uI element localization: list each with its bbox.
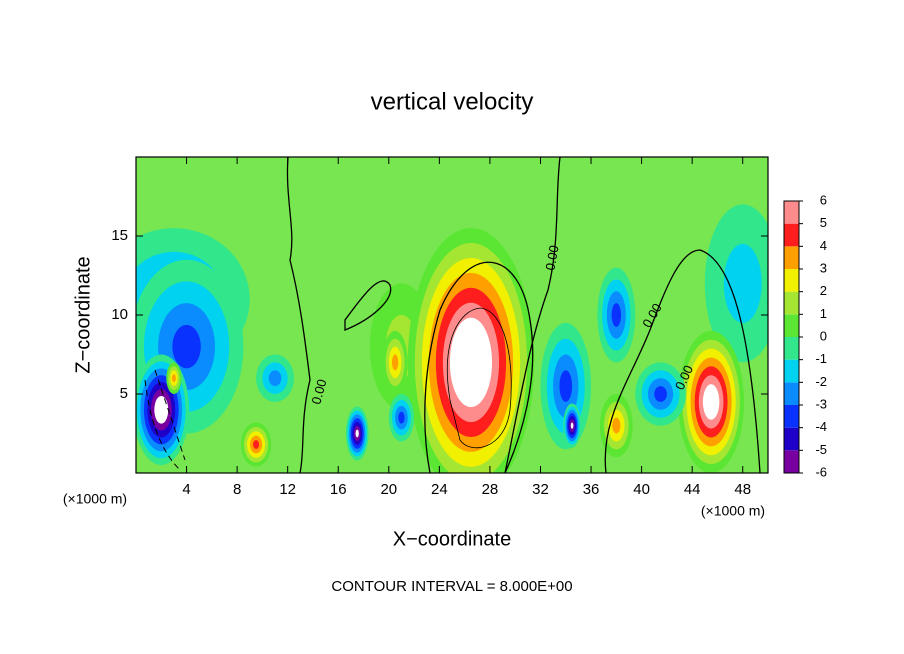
x-tick-label: 12 (279, 481, 296, 498)
field-layer (172, 324, 201, 369)
field-layer (355, 429, 359, 438)
field-layer (611, 303, 622, 327)
field-layer (268, 370, 282, 387)
chart-title: vertical velocity (371, 88, 534, 115)
footer: CONTOUR INTERVAL = 8.000E+00 (331, 578, 572, 595)
y-axis-label: Z−coordinate (72, 256, 94, 373)
colorbar-tick-label: 5 (820, 215, 827, 230)
x-tick-label: 24 (431, 481, 448, 498)
colorbar-tick-label: 4 (820, 238, 827, 253)
contour-line (286, 157, 311, 473)
colorbar-tick-label: -2 (815, 374, 827, 389)
colorbar-band (784, 450, 799, 473)
y-tick-label: 15 (111, 227, 128, 244)
y-unit-label: (×1000 m) (63, 491, 127, 507)
field-layer (612, 417, 621, 434)
field-layer (463, 347, 478, 378)
colorbar-tick-label: -1 (815, 351, 827, 366)
field-layer (172, 374, 176, 383)
x-tick-label: 36 (583, 481, 600, 498)
field-layer (559, 370, 573, 402)
colorbar-tick-label: -3 (815, 396, 827, 411)
field-layer (157, 402, 165, 417)
colorbar-band (784, 382, 799, 405)
field-layer (570, 422, 574, 429)
colorbar-tick-label: -4 (815, 419, 827, 434)
x-axis-label: X−coordinate (393, 528, 511, 550)
contour-label: 0.00 (308, 378, 329, 406)
x-unit-label: (×1000 m) (701, 503, 765, 519)
colorbar-band (784, 405, 799, 428)
field-layer (723, 243, 762, 323)
x-tick-label: 20 (380, 481, 397, 498)
y-tick-label: 10 (111, 306, 128, 323)
colorbar-tick-label: 2 (820, 283, 827, 298)
field-layer (398, 411, 405, 424)
x-tick-label: 4 (182, 481, 190, 498)
colorbar-tick-label: 3 (820, 260, 827, 275)
field (136, 204, 768, 473)
contour-line (424, 261, 534, 473)
colorbar-band (784, 427, 799, 451)
x-tick-label: 44 (684, 481, 701, 498)
x-tick-label: 48 (734, 481, 751, 498)
contour-line (144, 369, 186, 471)
colorbar-tick-label: 0 (820, 328, 827, 343)
field-layer (391, 354, 399, 371)
colorbar-band (784, 201, 799, 224)
colorbar-band (784, 246, 799, 269)
x-tick-label: 28 (482, 481, 499, 498)
colorbar-band (784, 291, 799, 315)
contour-line (604, 249, 761, 473)
x-tick-label: 32 (532, 481, 549, 498)
contour-line (446, 307, 512, 449)
contour-lines (144, 157, 761, 473)
colorbar-band (784, 359, 799, 383)
colorbar-tick-label: 1 (820, 306, 827, 321)
colorbar-band (784, 269, 799, 292)
x-tick-label: 8 (233, 481, 241, 498)
colorbar-tick-label: -6 (815, 464, 827, 479)
field-layer (707, 393, 716, 411)
colorbar-tick-label: -5 (815, 442, 827, 457)
colorbar-band (784, 314, 799, 337)
field-layer (253, 440, 260, 449)
y-tick-label: 5 (120, 385, 128, 402)
colorbar-tick-label: 6 (820, 192, 827, 207)
x-tick-label: 40 (633, 481, 650, 498)
contour-label: 0.00 (542, 244, 561, 272)
contour-line (344, 280, 392, 331)
colorbar-band (784, 337, 799, 360)
field-layer (654, 386, 667, 402)
contour-line (504, 157, 561, 473)
colorbar-band (784, 223, 799, 247)
x-tick-label: 16 (330, 481, 347, 498)
